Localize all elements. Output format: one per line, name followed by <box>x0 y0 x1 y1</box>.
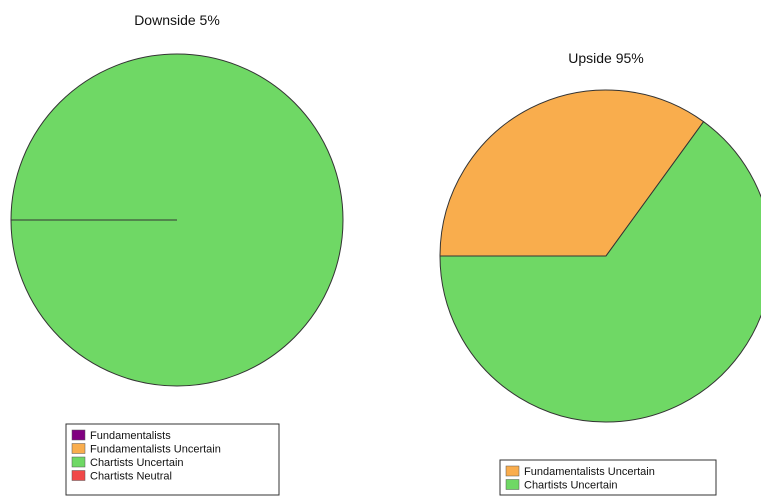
legend-swatch-fundamentalists-uncertain <box>505 465 520 477</box>
pie-chart-upside: Upside 95% Fundamentalists Uncertain Char… <box>439 50 761 496</box>
legend-swatch-chartists-neutral <box>71 470 86 481</box>
legend-label-chartists-neutral: Chartists Neutral <box>90 471 172 483</box>
pie-slices-downside <box>10 53 344 387</box>
legend-label-fundamentalists: Fundamentalists <box>90 430 171 442</box>
legend-box-upside <box>499 459 717 496</box>
legend-swatch-chartists-uncertain <box>71 456 86 468</box>
legend-label-chartists-uncertain: Chartists Uncertain <box>524 480 618 492</box>
legend-label-fundamentalists-uncertain: Fundamentalists Uncertain <box>90 444 221 456</box>
pie-chart-downside: Downside 5% FundamentalistsFundamentalis… <box>10 12 344 496</box>
pie-slice-chartists-uncertain <box>439 121 761 423</box>
legend-label-chartists-uncertain: Chartists Uncertain <box>90 457 184 469</box>
legend-downside: Fundamentalists Fundamentalists Uncertain… <box>65 423 280 496</box>
legend-swatch-fundamentalists <box>71 429 86 441</box>
chart-title-downside: Downside 5% <box>134 12 220 28</box>
pie-slices-upside <box>439 89 761 423</box>
pie-slice-fundamentalists-uncertain <box>439 89 705 257</box>
chart-title-upside: Upside 95% <box>568 50 644 66</box>
legend-label-fundamentalists-uncertain: Fundamentalists Uncertain <box>524 466 655 478</box>
legend-box-downside <box>65 423 280 496</box>
legend-swatch-chartists-uncertain <box>505 479 520 490</box>
legend-upside: Fundamentalists Uncertain Chartists Uncer… <box>499 459 717 496</box>
legend-swatch-fundamentalists-uncertain <box>71 443 86 454</box>
